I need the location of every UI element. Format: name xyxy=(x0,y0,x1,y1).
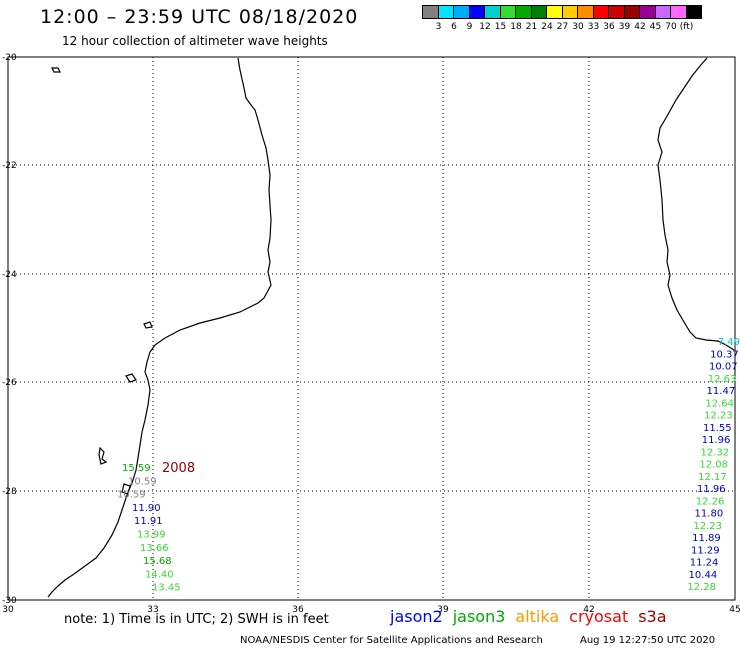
legend-label: 30 xyxy=(572,22,584,32)
legend-label: 27 xyxy=(556,22,569,32)
legend-label: 45 xyxy=(649,22,662,32)
left-track-values: 15.59 10.59 10.59 11.90 11.91 13.99 13.66 15.68… xyxy=(117,463,181,594)
timestamp-line: Aug 19 12:27:50 UTC 2020 xyxy=(580,635,716,646)
satellite-name: jason3 xyxy=(452,607,506,626)
island-shape xyxy=(121,483,131,495)
map-frame xyxy=(7,56,736,601)
legend-labels: 3 6 9 12 15 18 21 24 27 30 33 36 39 42 45 70 (ft) xyxy=(422,19,701,33)
satellite-legend: jason2 jason3 altika cryosat s3a xyxy=(390,607,677,626)
credit-line: NOAA/NESDIS Center for Satellite Applica… xyxy=(240,635,543,646)
legend-label: 15 xyxy=(494,22,507,32)
wave-height-value: 11.89 xyxy=(692,533,721,544)
wave-height-value: 12.26 xyxy=(696,496,725,507)
color-legend: 3 6 9 12 15 18 21 24 27 30 33 36 39 42 45 70 (ft) xyxy=(422,5,702,33)
longitude-tick-label: 45 xyxy=(729,605,740,615)
wave-height-value: 15.59 xyxy=(122,463,151,474)
latitude-tick-label: -28 xyxy=(2,487,17,497)
island-shape xyxy=(98,446,108,465)
wave-height-value: 7.49 xyxy=(718,337,740,348)
wave-height-value: 12.32 xyxy=(701,447,730,458)
island-shape xyxy=(125,373,137,383)
legend-label: 70 xyxy=(665,22,677,32)
wave-height-value: 13.99 xyxy=(137,530,166,541)
wave-height-value: 11.91 xyxy=(134,516,163,527)
latitude-tick-label: -26 xyxy=(2,378,17,388)
page-title: 12:00 – 23:59 UTC 08/18/2020 xyxy=(40,6,359,28)
wave-height-value: 12.23 xyxy=(693,521,722,532)
wave-height-value: 12.28 xyxy=(687,582,716,593)
longitude-tick-label: 36 xyxy=(292,605,304,615)
island-shape xyxy=(143,321,153,329)
legend-label: 18 xyxy=(510,22,522,32)
wave-height-value: 13.45 xyxy=(152,583,181,594)
wave-height-value: 10.59 xyxy=(128,476,157,487)
latitude-tick-label: -20 xyxy=(2,53,17,63)
legend-label: 6 xyxy=(451,22,457,32)
wave-height-value: 11.29 xyxy=(691,545,720,556)
wave-height-value: 11.90 xyxy=(132,503,161,514)
longitude-tick-label: 39 xyxy=(437,605,449,615)
africa-coastline xyxy=(47,57,272,598)
wave-height-value: 12.23 xyxy=(704,411,733,422)
legend-label: 12 xyxy=(479,22,491,32)
legend-label: 42 xyxy=(634,22,646,32)
wave-height-value: 12.63 xyxy=(708,374,737,385)
madagascar-coastline xyxy=(657,57,735,351)
legend-color-boxes xyxy=(422,5,702,19)
legend-label: 36 xyxy=(603,22,615,32)
legend-label: (ft) xyxy=(679,22,694,32)
latitude-tick-label: -30 xyxy=(2,596,17,606)
page-subtitle: 12 hour collection of altimeter wave hei… xyxy=(62,34,328,48)
wave-height-value: 11.96 xyxy=(697,484,726,495)
wave-height-value: 12.08 xyxy=(699,460,728,471)
wave-height-value: 11.24 xyxy=(690,558,719,569)
wave-height-value: 10.44 xyxy=(689,570,718,581)
longitude-tick-label: 30 xyxy=(2,605,14,615)
wave-height-value: 15.68 xyxy=(143,556,172,567)
legend-label: 33 xyxy=(587,22,600,32)
wave-height-value: 14.40 xyxy=(145,569,174,580)
latitude-tick-label: -22 xyxy=(2,161,17,171)
satellite-name: altika xyxy=(515,607,560,626)
wave-height-value: 10.07 xyxy=(709,362,738,373)
satellite-name: cryosat xyxy=(569,607,629,626)
wave-height-value: 13.66 xyxy=(140,543,169,554)
wave-height-value: 11.80 xyxy=(695,509,724,520)
legend-swatch xyxy=(685,5,702,19)
track-date-label: 2008 xyxy=(162,461,195,476)
legend-label: 3 xyxy=(435,22,442,32)
legend-label: 24 xyxy=(541,22,553,32)
longitude-tick-label: 33 xyxy=(147,605,158,615)
island-shape xyxy=(51,67,61,73)
right-track-values: 7.4910.3710.0712.6311.4712.6412.2311.551… xyxy=(687,337,740,593)
legend-label: 21 xyxy=(525,22,538,32)
wave-height-value: 11.47 xyxy=(707,386,736,397)
legend-label: 9 xyxy=(466,22,473,32)
satellite-name: jason2 xyxy=(390,607,443,626)
longitude-tick-label: 42 xyxy=(583,605,594,615)
satellite-name: s3a xyxy=(638,607,667,626)
wave-height-value: 10.37 xyxy=(710,349,739,360)
latitude-tick-label: -24 xyxy=(2,270,17,280)
wave-height-value: 11.55 xyxy=(703,423,732,434)
wave-height-value: 12.64 xyxy=(705,398,734,409)
wave-height-value: 10.59 xyxy=(117,490,146,501)
wave-height-value: 12.17 xyxy=(698,472,727,483)
legend-label: 39 xyxy=(618,22,631,32)
wave-height-value: 11.96 xyxy=(702,435,731,446)
footnote: note: 1) Time is in UTC; 2) SWH is in fe… xyxy=(64,612,329,627)
